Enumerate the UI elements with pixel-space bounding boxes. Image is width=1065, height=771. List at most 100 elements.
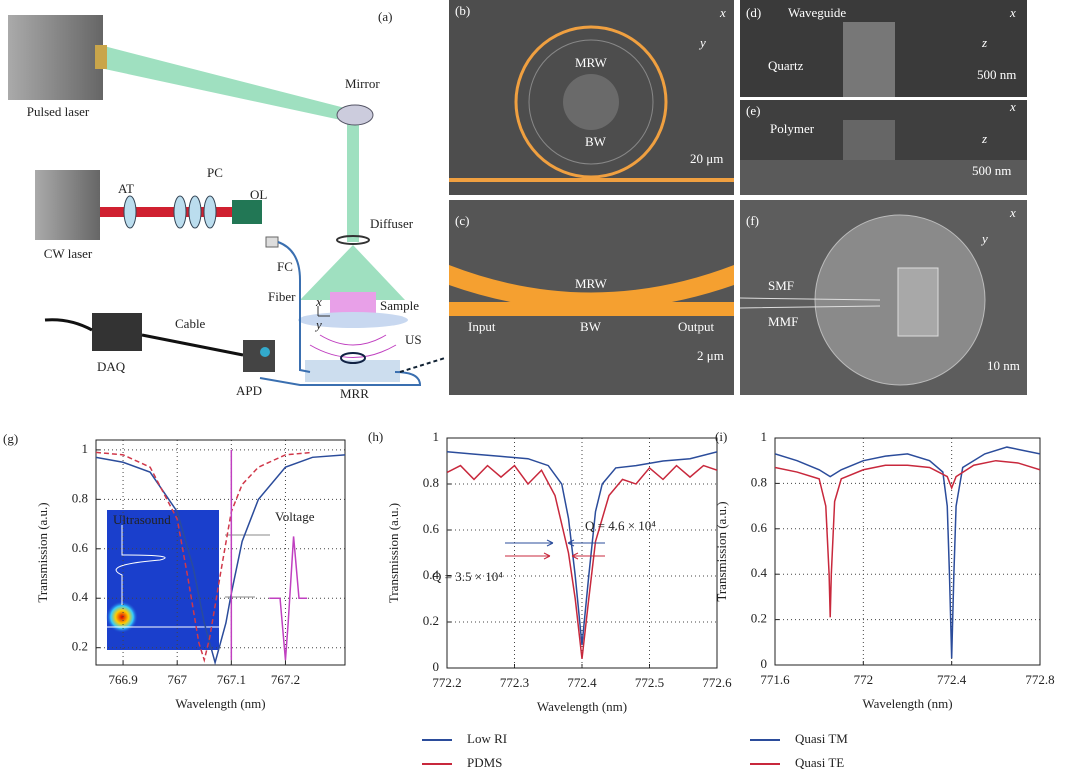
x-tick-label: 772.6	[702, 675, 732, 690]
y-tick-label: 0.6	[423, 521, 440, 536]
x-tick-label: 772.8	[1025, 672, 1054, 687]
pulsed-laser-box	[8, 15, 103, 100]
cable	[45, 320, 243, 355]
y-tick-label: 0	[433, 659, 440, 674]
annotation: Q = 4.6 × 10⁴	[585, 518, 656, 533]
label: Polymer	[770, 121, 815, 136]
panel-e: (e) Polymer x z 500 nm	[740, 99, 1027, 195]
label: FC	[277, 259, 293, 274]
y-axis-label: Transmission (a.u.)	[714, 501, 729, 601]
chip	[898, 268, 938, 336]
objective	[232, 200, 262, 224]
y-tick-label: 0.2	[72, 639, 88, 654]
label: 500 nm	[972, 163, 1011, 178]
y-tick-label: 0.2	[423, 613, 439, 628]
legend-label: Low RI	[467, 731, 507, 746]
plot-frame	[447, 438, 717, 668]
mirror	[337, 105, 373, 125]
sample	[330, 292, 376, 314]
label: y	[698, 35, 706, 50]
label: SMF	[768, 278, 794, 293]
label: x	[1009, 5, 1016, 20]
y-tick-label: 0.8	[72, 490, 88, 505]
pulsed-beam	[100, 45, 350, 122]
label: Pulsed laser	[27, 104, 90, 119]
cw-beam	[100, 207, 240, 217]
x-tick-label: 772.4	[937, 672, 967, 687]
y-tick-label: 1	[433, 429, 440, 444]
label: z	[981, 131, 987, 146]
y-tick-label: 0.6	[72, 540, 89, 555]
panel-label: (e)	[746, 103, 760, 118]
beam-cone	[300, 245, 405, 300]
label: AT	[118, 181, 134, 196]
panel-b: (b) x y MRW BW 20 μm	[449, 0, 734, 195]
label: 20 μm	[690, 151, 723, 166]
polymer-profile	[843, 120, 895, 160]
panel-f: (f) x y SMF MMF 10 nm	[740, 200, 1027, 395]
x-tick-label: 772.4	[567, 675, 597, 690]
label: x	[1009, 205, 1016, 220]
panel-label: (f)	[746, 213, 759, 228]
bus-waveguide	[449, 302, 734, 316]
label: Output	[678, 319, 715, 334]
bus-waveguide	[449, 178, 734, 182]
zoom-arrow	[400, 358, 445, 372]
y-axis-label: Transmission (a.u.)	[386, 503, 401, 603]
x-axis-label: Wavelength (nm)	[537, 699, 627, 714]
label: Sample	[380, 298, 419, 313]
label: Mirror	[345, 76, 380, 91]
label: 2 μm	[697, 348, 724, 363]
x-axis-label: Wavelength (nm)	[175, 696, 265, 711]
y-axis-label: Transmission (a.u.)	[35, 502, 50, 602]
cw-laser-box	[35, 170, 100, 240]
label: Waveguide	[788, 5, 846, 20]
y-tick-label: 1	[82, 441, 89, 456]
label: 10 nm	[987, 358, 1020, 373]
label: MRW	[575, 55, 608, 70]
x-tick-label: 766.9	[108, 672, 137, 687]
setup-diagram: (a) Pulsed laser Mirror CW laser AT PC O…	[8, 9, 445, 401]
vertical-beam	[347, 122, 359, 242]
x-tick-label: 772.5	[635, 675, 664, 690]
fiber-coupler	[266, 237, 278, 247]
waveguide-profile	[843, 22, 895, 97]
label: CW laser	[44, 246, 93, 261]
x-axis-label: Wavelength (nm)	[862, 696, 952, 711]
panel-label: (d)	[746, 5, 761, 20]
label: y	[980, 231, 988, 246]
panel-d: (d) Waveguide Quartz x z 500 nm	[740, 0, 1027, 97]
x-tick-label: 771.6	[760, 672, 790, 687]
laser-aperture	[95, 45, 107, 69]
annotation: Voltage	[275, 509, 315, 524]
label: BW	[585, 134, 607, 149]
apd-window	[260, 347, 270, 357]
label: Fiber	[268, 289, 296, 304]
x-tick-label: 767.1	[217, 672, 246, 687]
panel-c: (c) MRW Input BW Output 2 μm	[449, 200, 734, 395]
label: x	[315, 294, 322, 309]
plot-frame	[775, 438, 1040, 665]
q-arrow	[505, 540, 605, 546]
annotation: Q = 3.5 × 10⁴	[432, 569, 503, 584]
label: x	[719, 5, 726, 20]
label: OL	[250, 187, 267, 202]
label: PC	[207, 165, 223, 180]
label: Cable	[175, 316, 206, 331]
daq-box	[92, 313, 142, 351]
panel-label: (a)	[378, 9, 392, 24]
legend-label: Quasi TE	[795, 755, 844, 770]
label: Input	[468, 319, 496, 334]
panel-label: (c)	[455, 213, 469, 228]
x-tick-label: 772	[854, 672, 874, 687]
y-tick-label: 0.4	[751, 565, 768, 580]
label: US	[405, 332, 422, 347]
label: x	[1009, 99, 1016, 114]
label: MMF	[768, 314, 798, 329]
x-tick-label: 767.2	[271, 672, 300, 687]
y-tick-label: 0.6	[751, 520, 768, 535]
y-tick-label: 0	[761, 656, 768, 671]
